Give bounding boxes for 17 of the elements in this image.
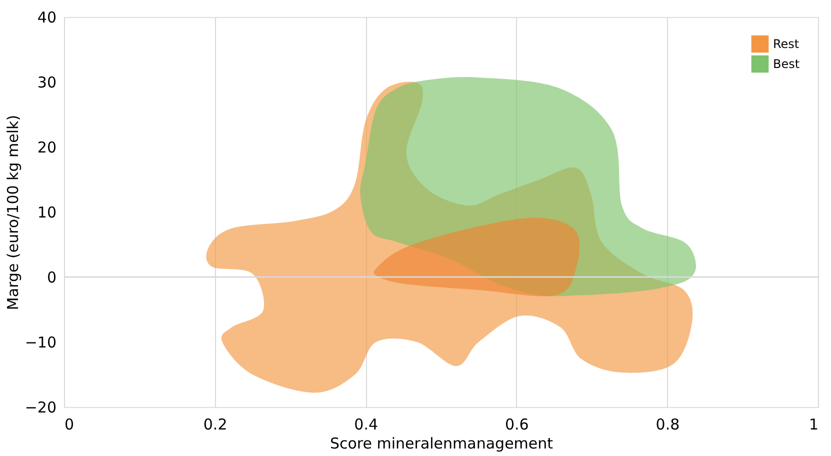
y-tick-label: 40 — [37, 8, 56, 26]
x-tick-label: 0.6 — [504, 416, 529, 434]
x-axis-title: Score mineralenmanagement — [330, 434, 554, 452]
y-tick-label: 30 — [37, 74, 56, 92]
legend-label: Best — [773, 57, 800, 71]
y-tick-label: 0 — [46, 268, 56, 286]
y-axis-title: Marge (euro/100 kg melk) — [4, 114, 22, 310]
x-tick-label: 0.2 — [203, 416, 228, 434]
y-tick-label: 10 — [37, 204, 56, 222]
x-tick-label: 0 — [64, 416, 74, 434]
y-tick-label: 20 — [37, 138, 56, 156]
x-tick-label: 0.4 — [354, 416, 378, 434]
y-tick-label: −20 — [24, 398, 56, 416]
x-tick-label: 0.8 — [656, 416, 680, 434]
legend-label: Rest — [773, 37, 800, 51]
y-tick-label: −10 — [24, 334, 56, 352]
x-tick-label: 1 — [808, 416, 818, 434]
